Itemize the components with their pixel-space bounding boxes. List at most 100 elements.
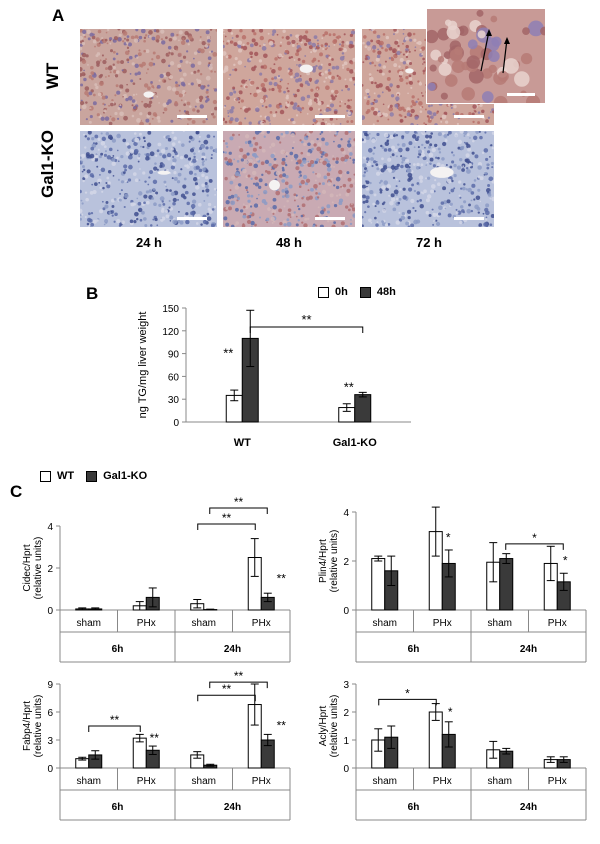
- tissue-cell: [339, 76, 341, 78]
- tissue-cell: [82, 30, 86, 34]
- tissue-cell: [366, 136, 370, 140]
- tissue-cell: [108, 170, 111, 173]
- tissue-cell: [184, 178, 187, 181]
- tissue-cell: [209, 66, 213, 70]
- tissue-cell: [246, 152, 249, 155]
- bar-Gal1-KO-2: [500, 559, 513, 610]
- tissue-cell: [87, 64, 89, 66]
- tissue-cell: [110, 71, 112, 73]
- tissue-cell: [322, 190, 326, 194]
- tissue-cell: [126, 142, 130, 146]
- tissue-cell: [373, 111, 378, 116]
- tissue-cell: [118, 134, 120, 136]
- tissue-cell: [318, 65, 322, 69]
- tissue-cell: [425, 177, 427, 179]
- tissue-cell: [116, 53, 118, 55]
- tissue-cell: [333, 221, 336, 224]
- tissue-cell: [307, 113, 309, 115]
- tissue-cell: [369, 133, 371, 135]
- tissue-cell: [100, 153, 103, 156]
- tissue-cell: [285, 194, 289, 198]
- tissue-cell: [433, 213, 437, 217]
- tissue-cell: [419, 81, 421, 83]
- tissue-cell: [343, 48, 347, 52]
- tissue-cell: [174, 102, 179, 107]
- tissue-cell: [473, 136, 477, 140]
- tissue-cell: [146, 190, 149, 193]
- tissue-cell: [349, 78, 352, 81]
- tissue-cell: [285, 182, 289, 186]
- tissue-cell: [119, 193, 121, 195]
- tissue-cell: [366, 41, 370, 45]
- tissue-cell: [336, 157, 339, 160]
- tissue-cell: [381, 157, 384, 160]
- tissue-cell: [230, 117, 234, 121]
- micrograph-wt-48h: [223, 29, 355, 125]
- tissue-cell: [407, 173, 412, 178]
- tissue-cell: [182, 38, 184, 40]
- tissue-cell: [235, 221, 239, 225]
- tissue-cell: [375, 223, 378, 226]
- tissue-cell: [397, 143, 399, 145]
- tissue-cell: [236, 168, 239, 171]
- tissue-cell: [127, 47, 129, 49]
- tissue-cell: [309, 78, 312, 81]
- tissue-cell: [147, 68, 149, 70]
- tissue-cell: [413, 220, 418, 225]
- tissue-cell: [456, 209, 458, 211]
- tissue-cell: [331, 178, 334, 181]
- tissue-cell: [489, 176, 494, 181]
- tissue-cell: [143, 217, 147, 221]
- tissue-cell: [483, 213, 485, 215]
- tissue-cell: [169, 189, 172, 192]
- tissue-cell: [109, 148, 113, 152]
- tissue-cell: [430, 65, 437, 72]
- tissue-cell: [107, 155, 111, 159]
- tissue-cell: [317, 45, 319, 47]
- tissue-cell: [229, 74, 231, 76]
- tissue-cell: [83, 169, 85, 171]
- tissue-cell: [333, 141, 335, 143]
- tissue-cell: [136, 93, 138, 95]
- tissue-cell: [193, 71, 196, 74]
- tissue-cell: [238, 101, 240, 103]
- tissue-cell: [479, 223, 483, 227]
- tissue-cell: [332, 66, 336, 70]
- tissue-cell: [202, 41, 206, 45]
- tissue-cell: [183, 103, 186, 106]
- tissue-cell: [349, 184, 353, 188]
- tissue-cell: [299, 35, 304, 40]
- tissue-cell: [289, 184, 293, 188]
- tissue-cell: [210, 63, 213, 66]
- tissue-cell: [410, 87, 412, 89]
- tissue-cell: [399, 71, 404, 76]
- tissue-cell: [191, 64, 195, 68]
- tissue-cell: [451, 189, 455, 193]
- tissue-cell: [152, 118, 154, 120]
- tissue-cell: [292, 214, 295, 217]
- tissue-cell: [192, 199, 196, 203]
- tissue-cell: [371, 165, 373, 167]
- tissue-cell: [319, 52, 323, 56]
- micrograph-ko-24h: [80, 131, 217, 227]
- tissue-cell: [321, 64, 323, 66]
- tissue-cell: [132, 104, 134, 106]
- tissue-cell: [473, 198, 475, 200]
- tissue-cell: [302, 160, 306, 164]
- tissue-cell: [158, 143, 162, 147]
- tissue-cell: [427, 110, 431, 114]
- tissue-cell: [154, 162, 157, 165]
- tissue-cell: [200, 85, 205, 90]
- tissue-cell: [335, 160, 338, 163]
- tissue-cell: [365, 45, 368, 48]
- tissue-cell: [368, 148, 373, 153]
- tissue-cell: [109, 39, 111, 41]
- tissue-cell: [303, 35, 308, 40]
- tissue-cell: [87, 218, 91, 222]
- tissue-cell: [316, 158, 319, 161]
- tissue-cell: [83, 180, 85, 182]
- tissue-cell: [434, 144, 437, 147]
- tissue-cell: [324, 110, 326, 112]
- tissue-cell: [122, 40, 124, 42]
